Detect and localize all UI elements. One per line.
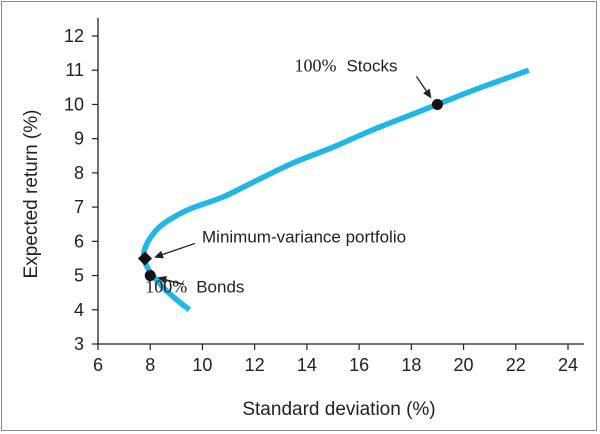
minvar-annotation-arrow xyxy=(162,242,196,256)
x-axis-ticks: 6 8 10 12 14 16 18 20 22 24 xyxy=(93,344,578,375)
bonds-label-prefix: 100% xyxy=(145,277,187,297)
y-tick-label: 5 xyxy=(74,266,84,286)
annotation-layer xyxy=(154,76,432,286)
y-tick-label: 7 xyxy=(74,197,84,217)
y-tick-label: 11 xyxy=(65,60,84,80)
y-tick-label: 3 xyxy=(74,334,84,354)
y-tick-label: 12 xyxy=(64,26,84,46)
y-tick-label: 9 xyxy=(74,129,84,149)
bonds-point-marker xyxy=(144,270,156,282)
x-tick-label: 16 xyxy=(349,355,369,375)
x-tick-label: 22 xyxy=(506,355,526,375)
bonds-annotation-arrow xyxy=(165,279,185,286)
bonds-point-label: 100% Bonds xyxy=(145,277,244,297)
stocks-label-prefix: 100% xyxy=(294,55,336,75)
minvar-arrowhead xyxy=(154,250,164,259)
stocks-arrowhead xyxy=(423,88,432,99)
x-tick-label: 12 xyxy=(245,355,265,375)
label-layer: 100% Stocks Minimum-variance portfolio 1… xyxy=(145,55,406,296)
x-tick-label: 24 xyxy=(558,355,578,375)
axes xyxy=(97,18,584,345)
x-tick-label: 20 xyxy=(454,355,474,375)
stocks-point-label: 100% Stocks xyxy=(294,55,397,75)
y-tick-label: 10 xyxy=(64,94,84,114)
y-tick-label: 4 xyxy=(74,300,84,320)
efficient-frontier-line xyxy=(140,67,530,312)
stocks-annotation-arrow xyxy=(415,76,427,92)
stocks-label-text: Stocks xyxy=(346,56,397,75)
x-axis-title: Standard deviation (%) xyxy=(242,399,435,420)
x-tick-label: 14 xyxy=(297,355,317,375)
x-tick-label: 10 xyxy=(192,355,212,375)
minvar-point-label: Minimum-variance portfolio xyxy=(202,227,406,246)
x-tick-label: 18 xyxy=(401,355,421,375)
x-tick-label: 6 xyxy=(93,355,103,375)
stocks-point-marker xyxy=(431,98,443,110)
y-tick-label: 8 xyxy=(74,163,84,183)
series-layer xyxy=(140,67,530,312)
marker-layer xyxy=(138,98,443,282)
bonds-arrowhead xyxy=(157,275,167,284)
y-axis-ticks: 3 4 5 6 7 8 9 10 11 12 xyxy=(64,26,98,354)
y-axis-title: Expected return (%) xyxy=(21,110,42,279)
bonds-label-text: Bonds xyxy=(196,278,244,297)
x-tick-label: 8 xyxy=(145,355,155,375)
minvar-point-marker xyxy=(138,251,152,266)
y-tick-label: 6 xyxy=(74,231,84,251)
